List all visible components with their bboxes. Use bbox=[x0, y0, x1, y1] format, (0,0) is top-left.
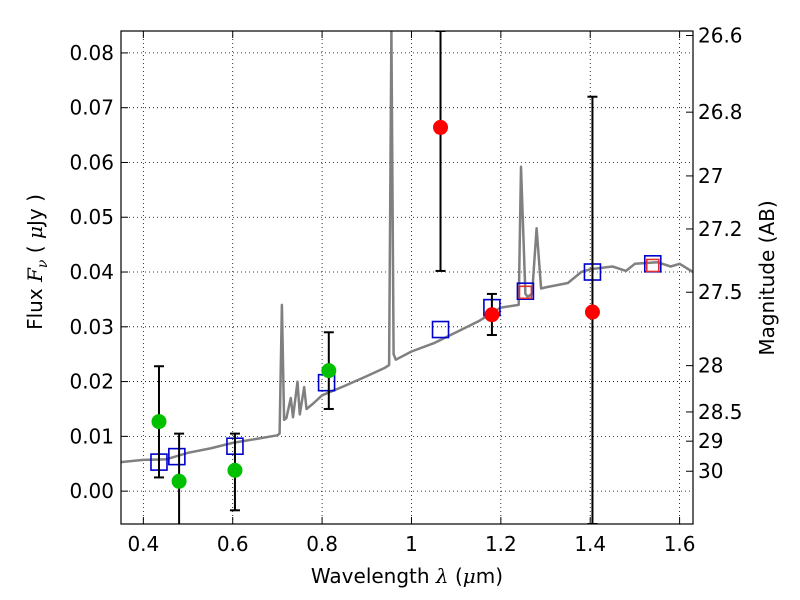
y2-tick-label: 28.5 bbox=[698, 400, 743, 424]
y2-tick-label: 28 bbox=[698, 354, 723, 378]
y-tick-label: 0.02 bbox=[69, 370, 114, 394]
y-tick-label: 0.04 bbox=[69, 260, 114, 284]
y-tick-label: 0.08 bbox=[69, 41, 114, 65]
x-tick-label: 0.6 bbox=[217, 532, 249, 556]
x-tick-label: 1 bbox=[405, 532, 418, 556]
x-tick-label: 1.2 bbox=[485, 532, 517, 556]
x-tick-label: 0.4 bbox=[127, 532, 159, 556]
observed-point bbox=[171, 473, 187, 489]
observed-point bbox=[433, 119, 449, 135]
observed-point bbox=[227, 462, 243, 478]
y-tick-label: 0.03 bbox=[69, 315, 114, 339]
y-tick-label: 0.06 bbox=[69, 150, 114, 174]
x-tick-label: 1.4 bbox=[574, 532, 606, 556]
y-tick-label: 0.00 bbox=[69, 479, 114, 503]
model-point bbox=[168, 447, 186, 466]
y2-tick-label: 30 bbox=[698, 459, 723, 483]
data-layer bbox=[121, 31, 693, 524]
y-tick-label: 0.01 bbox=[69, 424, 114, 448]
observed-point bbox=[584, 304, 600, 320]
y-tick-label: 0.07 bbox=[69, 96, 114, 120]
x-axis-label: Wavelength λ (μm) bbox=[311, 564, 503, 588]
x-tick-label: 0.8 bbox=[306, 532, 338, 556]
ticks: 0.4 0.6 0.8 1 1.2 1.4 1.6 0.00 0.01 0.02 0.03 0.04 0… bbox=[69, 24, 742, 556]
y2-tick-label: 26.6 bbox=[698, 24, 743, 48]
model-point-inner bbox=[518, 285, 533, 300]
y2-tick-label: 27.2 bbox=[698, 217, 743, 241]
grid-lines bbox=[121, 31, 693, 524]
observed-point bbox=[151, 414, 167, 430]
y2-tick-label: 27 bbox=[698, 164, 723, 188]
model-point-inner bbox=[645, 258, 660, 273]
observed-point bbox=[321, 363, 337, 379]
x-tick-label: 1.6 bbox=[664, 532, 696, 556]
y2-tick-label: 27.5 bbox=[698, 280, 743, 304]
y2-tick-label: 26.8 bbox=[698, 100, 743, 124]
observed-point bbox=[484, 307, 500, 323]
y2-axis-label: Magnitude (AB) bbox=[755, 200, 779, 355]
y-axis-label: Flux Fν ( μJy ) bbox=[23, 194, 51, 330]
y2-tick-label: 29 bbox=[698, 429, 723, 453]
sed-line bbox=[121, 31, 693, 464]
model-point bbox=[431, 320, 450, 339]
y-tick-label: 0.05 bbox=[69, 205, 114, 229]
model-point bbox=[516, 282, 535, 300]
plot-frame bbox=[120, 30, 694, 525]
